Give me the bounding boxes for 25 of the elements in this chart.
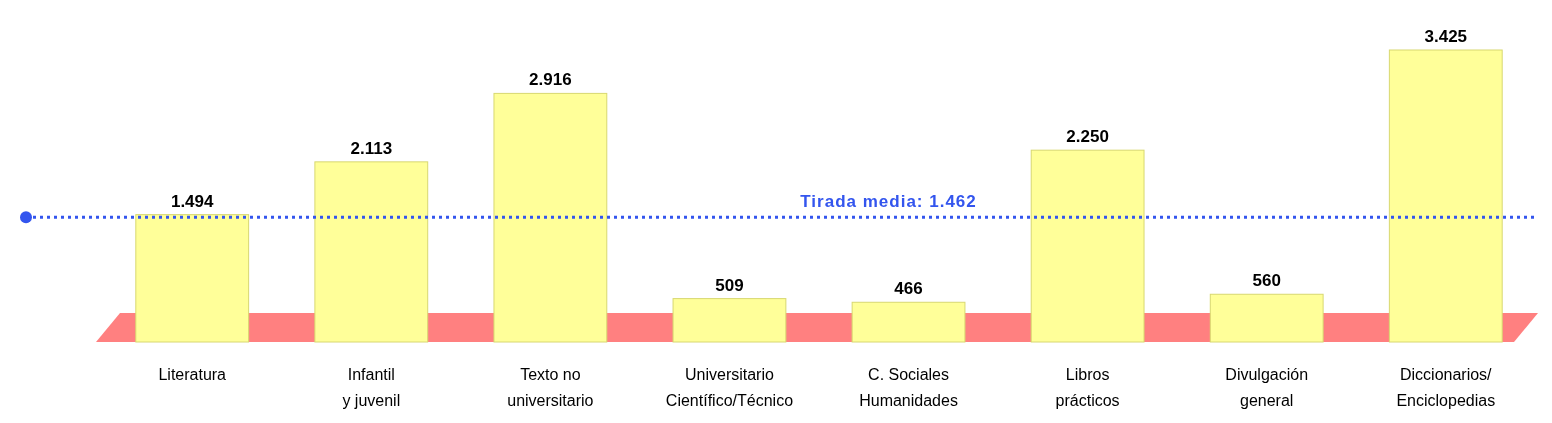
data-label: 2.250 [1066,127,1109,147]
bar [672,298,787,343]
bar [1388,49,1503,343]
data-label: 2.113 [350,138,393,158]
bar [851,301,966,343]
x-tick-label: Diccionarios/ Enciclopedias [1396,366,1496,409]
data-label: 2.916 [529,70,572,90]
data-label: 466 [894,279,923,299]
data-label: 1.494 [170,191,215,211]
x-tick-label: C. Sociales Humanidades [859,366,958,409]
x-tick-label: Divulgación general [1225,366,1309,409]
ref-line-label: Tirada media: 1.462 [800,192,977,212]
x-tick-label: Texto no universitario [507,366,594,409]
x-tick-label: Literatura [158,366,227,383]
x-tick-label: Libros prácticos [1055,366,1120,409]
bar [1209,293,1324,343]
bar [1030,149,1145,343]
x-tick-label: Universitario Científico/Técnico [665,366,794,409]
data-label: 509 [715,275,744,295]
data-label: 3.425 [1424,27,1468,46]
data-label: 560 [1252,271,1281,291]
x-tick-label: Infantil y juvenil [342,366,401,409]
bar [135,214,250,343]
bar [493,92,608,343]
bar [314,161,429,343]
